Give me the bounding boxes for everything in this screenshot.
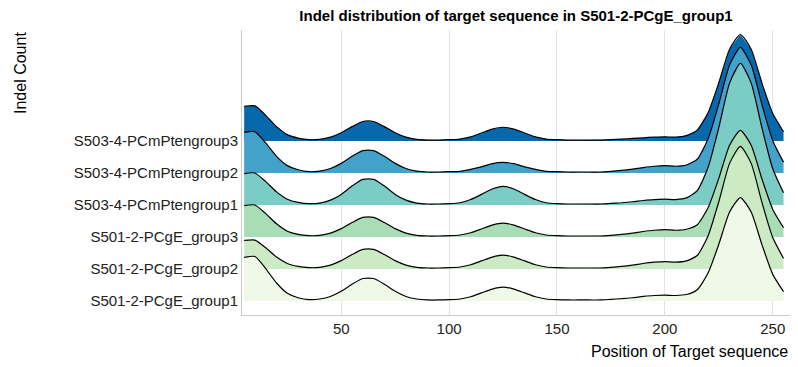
svg-text:S503-4-PCmPtengroup3: S503-4-PCmPtengroup3 [74, 132, 238, 149]
svg-text:50: 50 [333, 320, 350, 337]
svg-text:S501-2-PCgE_group2: S501-2-PCgE_group2 [90, 260, 238, 277]
svg-text:S501-2-PCgE_group3: S501-2-PCgE_group3 [90, 228, 238, 245]
svg-text:S501-2-PCgE_group1: S501-2-PCgE_group1 [90, 292, 238, 309]
svg-text:Position of Target sequence: Position of Target sequence [591, 343, 788, 360]
svg-text:250: 250 [760, 320, 785, 337]
svg-text:100: 100 [437, 320, 462, 337]
svg-text:S503-4-PCmPtengroup1: S503-4-PCmPtengroup1 [74, 196, 238, 213]
svg-text:200: 200 [652, 320, 677, 337]
svg-text:Indel distribution of target s: Indel distribution of target sequence in… [299, 7, 732, 24]
svg-text:Indel Count: Indel Count [12, 32, 29, 114]
svg-text:S503-4-PCmPtengroup2: S503-4-PCmPtengroup2 [74, 164, 238, 181]
svg-text:150: 150 [544, 320, 569, 337]
